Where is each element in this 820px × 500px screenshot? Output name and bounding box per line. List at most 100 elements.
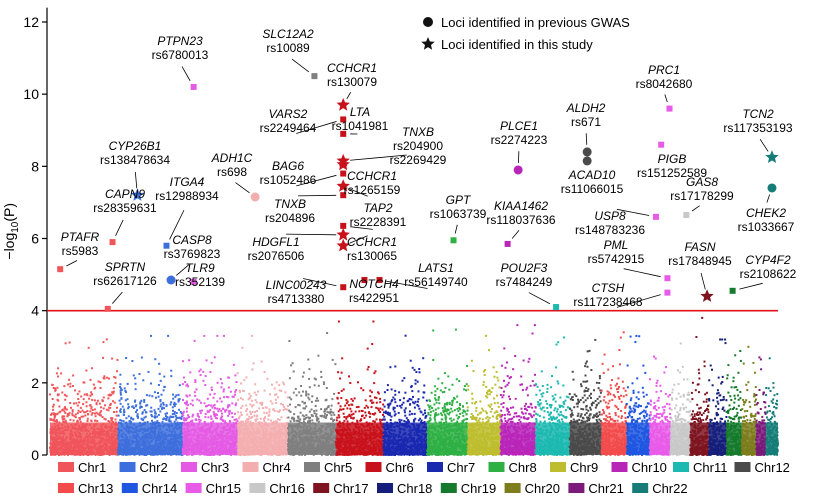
locus-gene-label: LTA [350,105,370,119]
locus-marker [666,105,673,112]
locus-snp-label: rs7484249 [496,275,553,289]
locus-snp-label: rs6780013 [152,48,209,62]
locus-gene-label: LATS1 [418,261,454,275]
leader-line [766,194,771,203]
locus-snp-label: rs117238468 [573,295,642,309]
locus-gene-label: POU2F3 [501,261,548,275]
legend-chr-label: Chr7 [447,460,475,475]
locus-gene-label: PLCE1 [500,119,538,133]
legend-chr-label: Chr6 [386,460,414,475]
locus-gene-label: TCN2 [742,107,774,121]
leader-line [691,205,700,212]
legend-swatch-chr6 [365,462,382,472]
locus-snp-label: rs698 [217,165,247,179]
locus-marker [336,227,350,241]
locus-marker [340,222,347,229]
locus-gene-label: CCHCR1 [347,169,397,183]
chrom-points-chr10 [499,324,537,456]
locus-marker [664,289,671,296]
legend-chr-label: Chr11 [693,460,727,475]
leader-line [291,58,310,73]
background-points [49,316,779,456]
locus-snp-label: rs1033667 [738,220,795,234]
legend-swatch-chr10 [611,462,628,472]
leader-line [176,264,190,276]
locus-snp-label: rs11066015 [561,182,624,196]
locus-marker [658,141,665,148]
legend-swatch-chr14 [121,483,138,493]
locus-gene-label: ACAD10 [568,168,616,182]
leader-line [296,121,337,134]
legend-swatch-chr12 [734,462,751,472]
locus-marker [190,83,197,90]
locus-marker [340,284,347,291]
chrom-points-chr18 [708,338,728,456]
y-tick-label: 0 [31,447,39,463]
locus-snp-label: rs151252589 [637,166,707,180]
locus-snp-label: rs5742915 [588,252,645,266]
leader-line [350,226,373,230]
legend-chr-label: Chr18 [397,481,432,496]
locus-snp-label: rs1265159 [344,183,401,197]
legend-chr-label: Chr10 [632,460,667,475]
locus-marker [361,276,368,283]
locus-gene-label: VARS2 [269,107,308,121]
legend-chr-label: Chr2 [140,460,168,475]
legend-swatch-chr11 [673,462,689,472]
locus-marker [340,170,347,177]
chrom-points-chr17 [689,316,710,456]
locus-marker [336,238,350,252]
legend-chr-label: Chr22 [652,481,687,496]
locus-marker [166,275,176,285]
legend-marker-label: Loci identified in this study [441,37,593,52]
legend-swatch-chr5 [304,462,320,472]
legend-swatch-chr8 [488,462,505,472]
locus-marker [311,73,318,80]
leader-line [759,138,769,152]
legend-swatch-chr19 [440,483,457,493]
legend-swatch-chr9 [550,462,566,472]
leader-line [115,219,124,236]
y-tick-label: 4 [31,303,39,319]
locus-snp-label: rs17178299 [670,189,734,203]
locus-marker [553,304,560,311]
locus-gene-label: BAG6 [272,159,304,173]
chrom-points-chr8 [426,328,469,456]
chrom-points-chr22 [765,357,779,456]
chrom-points-chr2 [117,334,184,456]
locus-snp-label: rs2076506 [248,249,305,263]
locus-marker [504,240,511,247]
chrom-points-chr16 [669,342,692,456]
leader-line [302,278,337,287]
chrom-points-chr5 [287,332,337,456]
locus-gene-label: GAS8 [686,175,718,189]
locus-snp-label: rs422951 [349,291,399,305]
y-axis: 0 2 4 6 8 10 12 −log10(P) [1,7,48,463]
leader-line [616,208,650,216]
leader-line [66,260,78,267]
leader-line [386,280,428,289]
legend-chr-label: Chr14 [142,481,177,496]
legend-chr-label: Chr8 [509,460,537,475]
chrom-points-chr11 [534,336,571,456]
legend-swatch-chr3 [181,462,197,472]
locus-gene-label: CHEK2 [746,206,786,220]
marker-legend: Loci identified in previous GWAS Loci ide… [421,15,630,52]
locus-marker [683,212,690,219]
leader-line [169,210,185,240]
loci-markers [57,73,779,312]
leader-line [181,66,191,82]
locus-snp-label: rs8042680 [636,77,693,91]
locus-gene-label: NOTCH4 [349,277,399,291]
legend-chr-label: Chr15 [206,481,241,496]
legend-chr-label: Chr1 [78,460,106,475]
legend-circle-marker [423,17,433,27]
chrom-points-chr19 [725,350,743,456]
legend-swatch-chr20 [504,483,521,493]
locus-gene-label: PTPN23 [157,34,203,48]
locus-marker [513,165,523,175]
locus-marker [700,289,714,302]
legend-chr-label: Chr20 [525,481,560,496]
locus-marker [582,147,592,157]
